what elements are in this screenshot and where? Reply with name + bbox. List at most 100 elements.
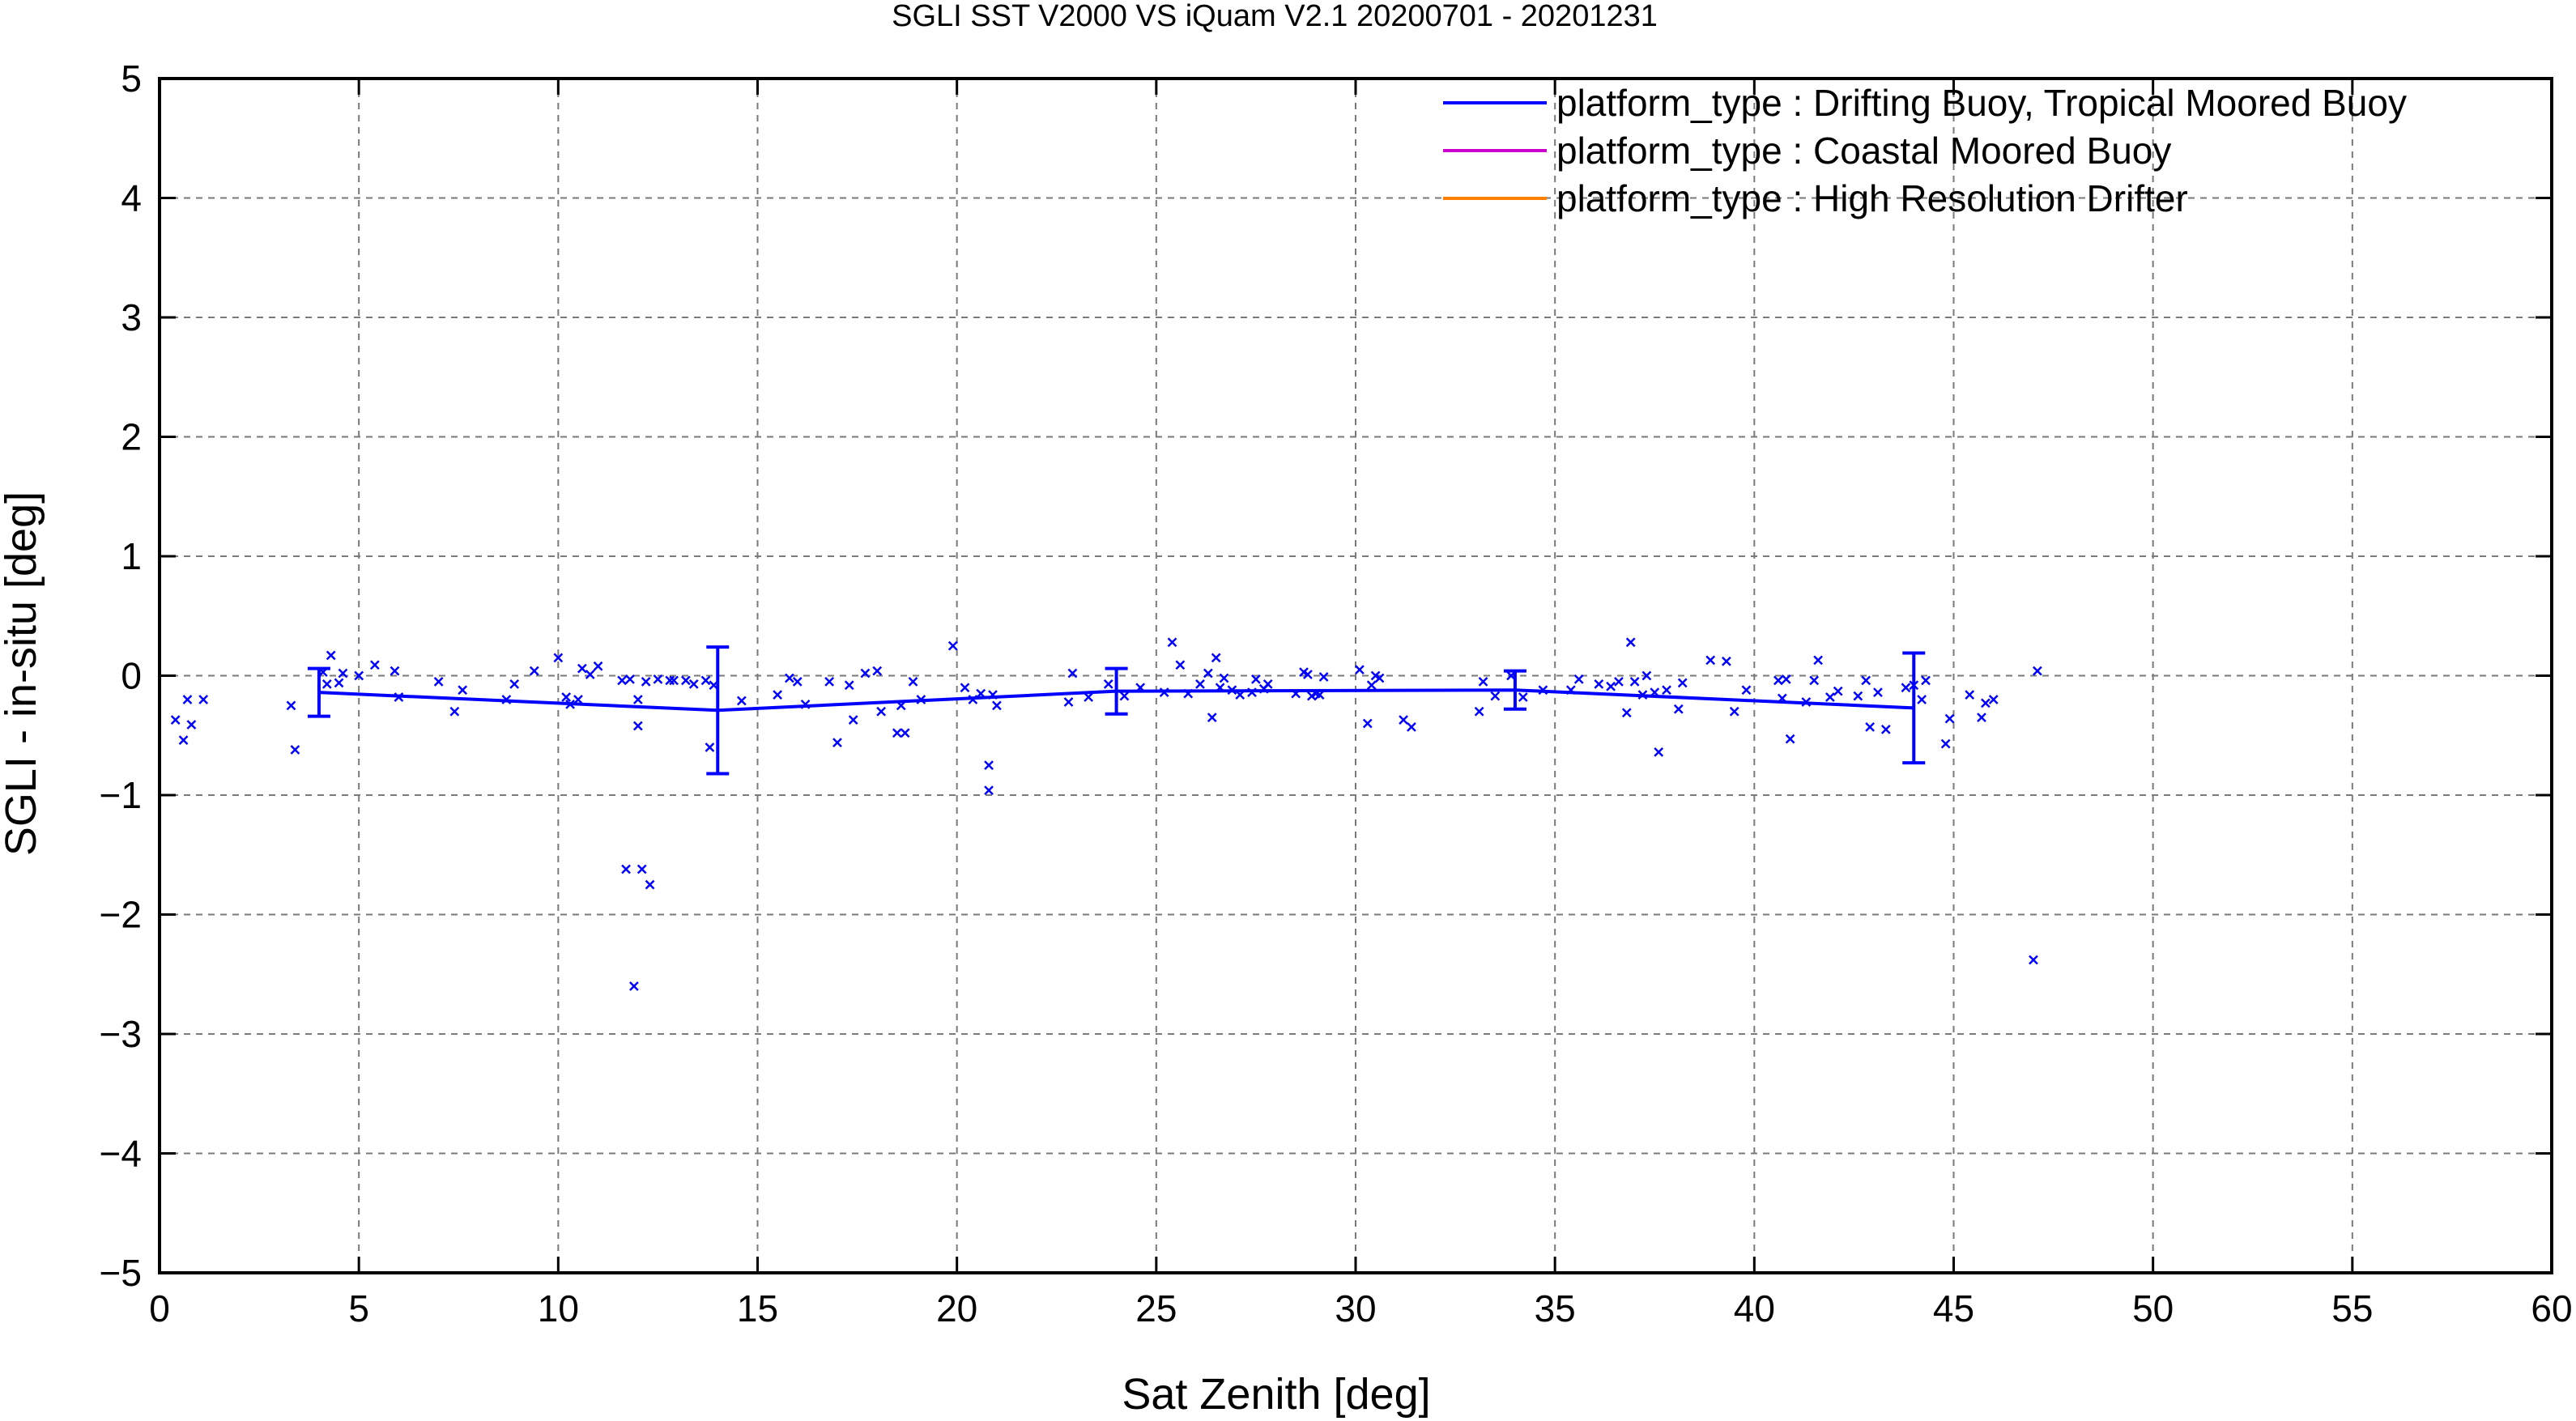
data-point [1203, 668, 1213, 679]
data-point [354, 670, 364, 681]
data-point [1901, 683, 1911, 693]
data-point [1981, 698, 1991, 708]
data-point [1119, 691, 1130, 701]
chart-title: SGLI SST V2000 VS iQuam V2.1 20200701 - … [892, 0, 1658, 33]
data-point [900, 728, 910, 738]
data-point [1988, 695, 1999, 704]
data-point [585, 670, 595, 679]
data-point [1673, 704, 1684, 714]
data-point [1965, 690, 1975, 700]
data-point [593, 661, 603, 671]
data-point [625, 674, 635, 684]
legend-label: platform_type : Coastal Moored Buoy [1556, 130, 2171, 172]
data-point [2033, 666, 2042, 676]
x-tick-label: 15 [737, 1287, 778, 1330]
y-tick-label: 0 [121, 655, 142, 697]
data-point [1729, 706, 1739, 717]
data-point [1705, 655, 1716, 666]
data-point [1629, 676, 1640, 687]
data-point [1370, 670, 1381, 681]
data-point [2029, 955, 2038, 965]
data-point [1399, 715, 1408, 725]
data-point [792, 676, 803, 687]
data-point [509, 679, 520, 689]
data-point [645, 879, 655, 890]
data-point [1621, 708, 1632, 718]
data-point [1940, 738, 1951, 749]
data-point [1063, 697, 1074, 707]
data-point [1175, 660, 1186, 670]
data-point [621, 864, 631, 874]
data-point [529, 666, 539, 676]
data-point [1518, 692, 1528, 702]
data-point [1741, 685, 1752, 696]
data-point [1103, 679, 1113, 689]
data-point [908, 676, 918, 687]
data-point [1977, 713, 1986, 723]
data-point [700, 675, 711, 686]
data-point [824, 676, 835, 687]
error-bar [1105, 666, 1128, 716]
data-point [736, 696, 747, 706]
data-point [848, 715, 858, 725]
data-point [632, 695, 643, 704]
data-point [984, 785, 994, 795]
data-point [1880, 724, 1891, 734]
data-point [1677, 678, 1688, 688]
x-tick-label: 25 [1135, 1287, 1177, 1330]
x-tick-label: 40 [1734, 1287, 1775, 1330]
data-point [1824, 692, 1835, 702]
data-point [390, 666, 400, 676]
data-point [641, 676, 651, 687]
data-point [947, 640, 958, 651]
data-point [872, 666, 883, 676]
y-tick-label: 3 [121, 296, 142, 338]
y-tick-label: −1 [100, 774, 142, 816]
data-point [1366, 680, 1377, 691]
data-point [449, 706, 460, 717]
data-point [561, 692, 572, 702]
data-point [1625, 637, 1636, 648]
data-point [1614, 676, 1624, 687]
y-tick-label: 4 [121, 177, 142, 219]
data-point [653, 674, 663, 684]
data-point [1490, 691, 1501, 701]
y-tick-label: 1 [121, 535, 142, 577]
data-point [1167, 637, 1177, 648]
y-tick-label: −5 [100, 1252, 142, 1294]
data-point [1474, 706, 1484, 717]
x-tick-label: 50 [2132, 1287, 2174, 1330]
data-point [182, 695, 193, 704]
x-tick-label: 55 [2331, 1287, 2373, 1330]
mean-line-series [307, 645, 1926, 776]
data-point [1318, 672, 1329, 682]
y-tick-label: −4 [100, 1133, 142, 1175]
plot-area [170, 637, 2042, 991]
data-point [1362, 718, 1373, 729]
y-tick-label: −2 [100, 894, 142, 936]
data-point [1861, 675, 1871, 686]
data-point [326, 650, 336, 661]
y-axis-label: SGLI - in-situ [deg] [0, 491, 45, 856]
data-point [773, 690, 783, 700]
data-point [832, 738, 842, 747]
plot-frame [158, 77, 2553, 1274]
data-point [669, 675, 679, 686]
data-point [705, 742, 715, 752]
data-point [1944, 713, 1955, 724]
data-point [617, 675, 627, 686]
data-point [1813, 655, 1823, 666]
data-point [1207, 713, 1217, 723]
data-point [334, 678, 344, 688]
data-point [1785, 734, 1795, 744]
data-point [1573, 674, 1584, 684]
data-point [1721, 656, 1731, 666]
data-point [1781, 674, 1791, 684]
data-point [458, 685, 468, 696]
data-point [892, 728, 902, 738]
data-point [1641, 670, 1652, 681]
data-point [844, 680, 854, 691]
data-point [876, 706, 887, 717]
